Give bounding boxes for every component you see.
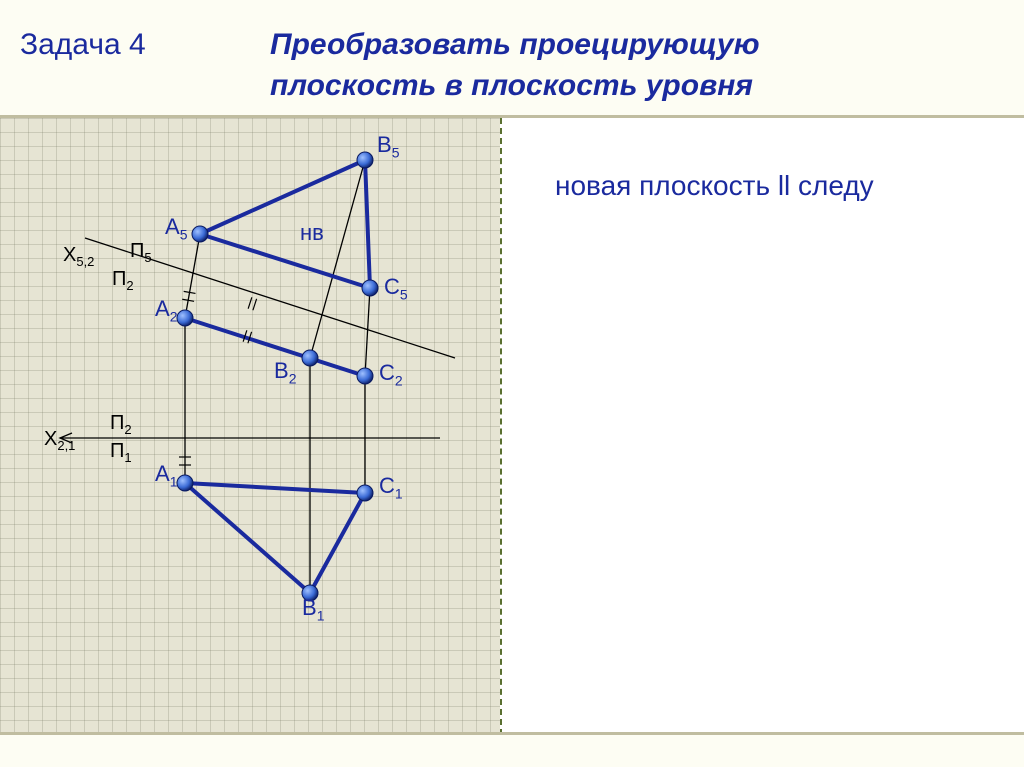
title-line-2: плоскость в плоскость уровня xyxy=(270,69,753,102)
axis-label-2: П1 xyxy=(110,440,132,465)
axis-label-4: П5 xyxy=(130,240,152,265)
point-label-A2: A2 xyxy=(155,296,177,324)
diagram-panel: A1 B1 C1 A2 B2 C2 A5 B5 C5 X2,1 П2 П1 X5,2 П5 П2 нв xyxy=(0,118,502,735)
slide-title: Преобразовать проецирующую плоскость в п… xyxy=(270,25,964,106)
slide: Задача 4 Преобразовать проецирующую плос… xyxy=(0,0,1024,767)
header: Задача 4 Преобразовать проецирующую плос… xyxy=(0,0,1024,118)
point-label-B1: B1 xyxy=(302,595,324,623)
point-label-C1: C1 xyxy=(379,473,403,501)
title-line-1: Преобразовать проецирующую xyxy=(270,28,760,61)
axis-label-3: X5,2 xyxy=(63,244,94,269)
side-text: новая плоскость ll следу xyxy=(555,170,874,202)
task-label: Задача 4 xyxy=(20,28,146,62)
point-label-C2: C2 xyxy=(379,360,403,388)
point-label-A1: A1 xyxy=(155,461,177,489)
point-label-B2: B2 xyxy=(274,358,296,386)
axis-label-5: П2 xyxy=(112,268,134,293)
axis-label-0: X2,1 xyxy=(44,428,75,453)
point-label-A5: A5 xyxy=(165,214,187,242)
axis-label-1: П2 xyxy=(110,412,132,437)
footer xyxy=(0,732,1024,767)
point-label-C5: C5 xyxy=(384,274,408,302)
point-label-B5: B5 xyxy=(377,132,399,160)
diagram-label-0: нв xyxy=(300,220,324,246)
